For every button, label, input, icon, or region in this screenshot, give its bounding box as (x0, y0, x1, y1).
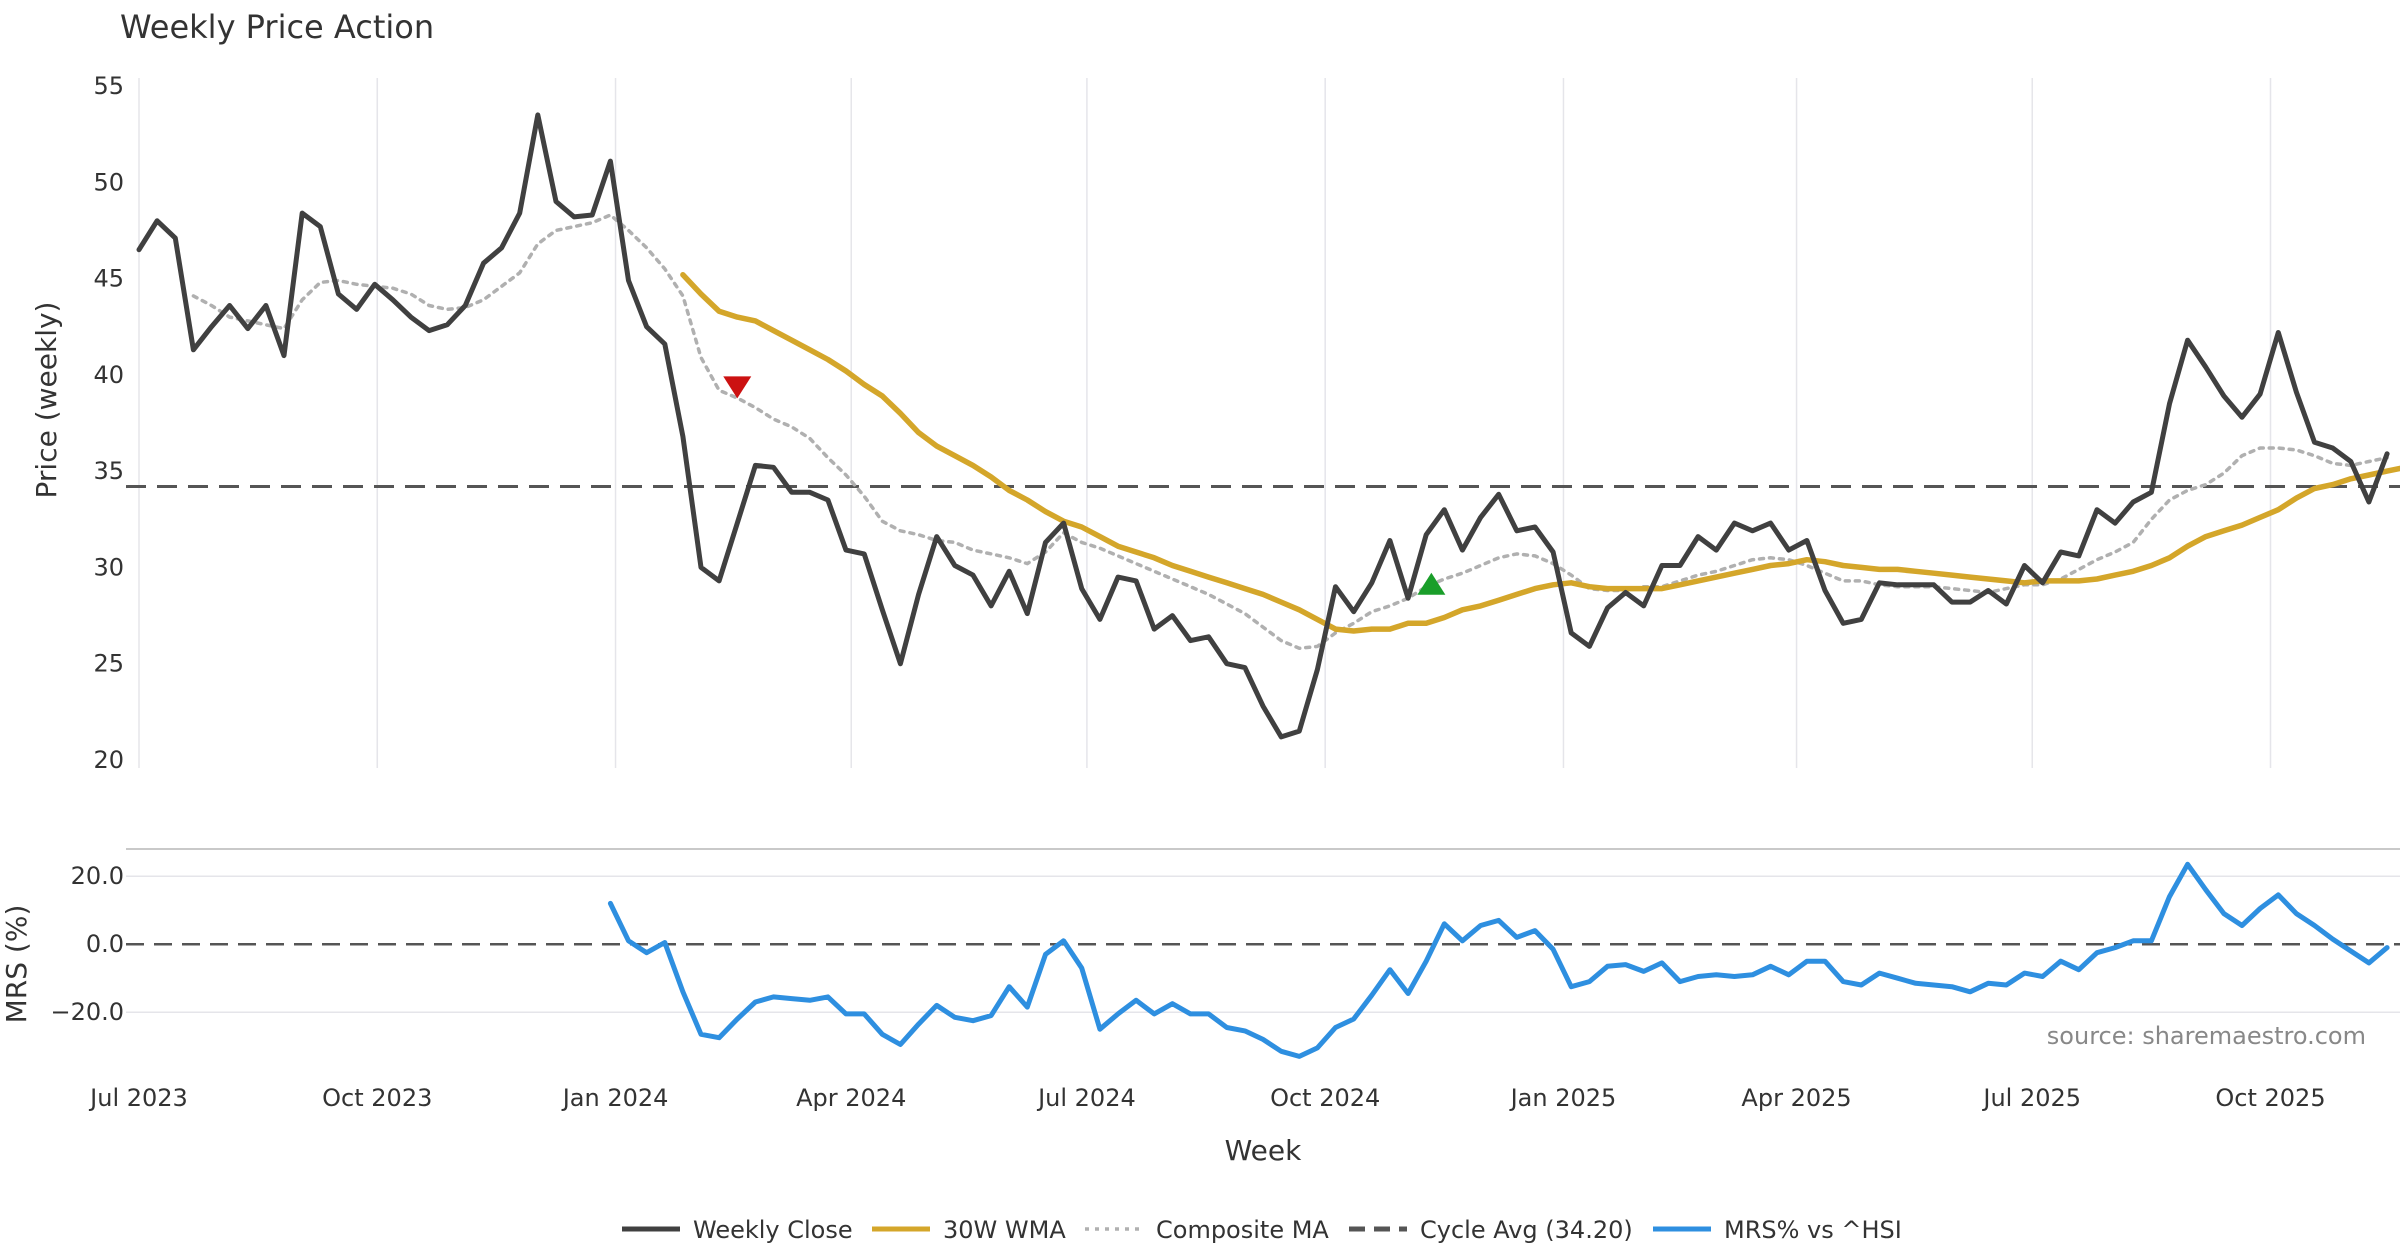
30w-wma-line (680, 271, 2400, 634)
legend-label: MRS% vs ^HSI (1724, 1216, 1902, 1244)
price-y-tick: 55 (93, 72, 124, 100)
mrs-series-lines (607, 861, 2390, 1059)
price-series-lines (126, 112, 2400, 740)
signal-markers (723, 376, 1446, 595)
price-y-tick: 30 (93, 553, 124, 581)
x-tick-labels: Jul 2023 Oct 2023 Jan 2024 Apr 2024 Jul 2024… (88, 1084, 2325, 1112)
price-y-tick: 40 (93, 361, 124, 389)
mrs-y-tick: 0.0 (86, 930, 124, 958)
mrs-panel-gridlines (126, 875, 2400, 1013)
x-axis-label: Week (1225, 1134, 1302, 1167)
chart-title: Weekly Price Action (120, 8, 434, 46)
mrs-line (607, 861, 2390, 1059)
price-y-tick: 50 (93, 168, 124, 196)
mrs-y-axis-label: MRS (%) (0, 905, 33, 1024)
price-y-tick: 25 (93, 650, 124, 678)
composite-ma-line (191, 213, 2389, 651)
x-tick-label: Oct 2023 (322, 1084, 432, 1112)
buy-signal-marker (1417, 572, 1446, 595)
x-tick-label: Oct 2024 (1270, 1084, 1380, 1112)
legend-label: Weekly Close (693, 1216, 853, 1244)
x-tick-label: Apr 2025 (1741, 1084, 1851, 1112)
legend-label: Composite MA (1156, 1216, 1329, 1244)
price-y-tick-labels: 20 25 30 35 40 45 50 55 (93, 72, 124, 774)
weekly-close-line (136, 112, 2390, 740)
x-tick-label: Jul 2024 (1036, 1084, 1136, 1112)
legend-label: 30W WMA (943, 1216, 1066, 1244)
x-tick-label: Apr 2024 (796, 1084, 906, 1112)
source-annotation: source: sharemaestro.com (2047, 1022, 2366, 1050)
mrs-y-tick-labels: 20.0 0.0 −20.0 (50, 862, 124, 1026)
price-y-axis-label: Price (weekly) (30, 302, 63, 499)
x-tick-label: Jul 2025 (1981, 1084, 2081, 1112)
price-panel-gridlines (138, 78, 2272, 768)
mrs-y-tick: 20.0 (71, 862, 124, 890)
sell-signal-marker (723, 376, 752, 399)
price-y-tick: 35 (93, 457, 124, 485)
price-y-tick: 20 (93, 746, 124, 774)
x-tick-label: Jan 2024 (561, 1084, 669, 1112)
legend-label: Cycle Avg (34.20) (1420, 1216, 1633, 1244)
x-tick-label: Oct 2025 (2215, 1084, 2325, 1112)
chart-legend: Weekly Close 30W WMA Composite MA Cycle Avg… (622, 1216, 1902, 1244)
x-tick-label: Jan 2025 (1509, 1084, 1617, 1112)
price-y-tick: 45 (93, 265, 124, 293)
x-tick-label: Jul 2023 (88, 1084, 188, 1112)
mrs-y-tick: −20.0 (50, 998, 124, 1026)
